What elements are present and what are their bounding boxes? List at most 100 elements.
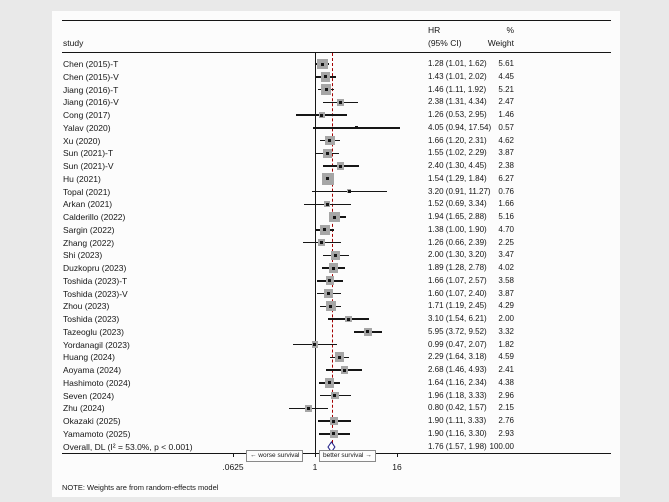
weight-value: 4.62 (498, 135, 514, 145)
axis-tick (315, 453, 316, 457)
point-estimate-icon (329, 304, 333, 308)
point-estimate-icon (326, 177, 330, 181)
point-estimate-icon (327, 292, 331, 295)
study-label: Jiang (2016)-T (63, 84, 119, 95)
study-label: Zhang (2022) (63, 237, 115, 248)
top-rule (62, 20, 611, 21)
point-estimate-icon (328, 279, 332, 283)
weight-value: 2.00 (498, 314, 514, 323)
hr-ci-value: 2.40 (1.30, 4.45) (428, 161, 487, 170)
hr-ci-value: 4.05 (0.94, 17.54) (428, 122, 492, 132)
weight-value: 3.58 (498, 275, 514, 285)
weight-value: 2.96 (498, 390, 514, 400)
study-label: Sargin (2022) (63, 224, 115, 235)
point-estimate-icon (332, 419, 336, 423)
hr-ci-value: 1.96 (1.18, 3.33) (428, 390, 487, 400)
weight-value: 3.32 (498, 326, 514, 336)
study-label: Aoyama (2024) (63, 365, 122, 375)
study-label: Xu (2020) (63, 135, 101, 146)
study-label: Yamamoto (2025) (63, 428, 131, 439)
axis-tick-label: 16 (392, 462, 402, 472)
study-label: Sun (2021)-T (63, 148, 114, 159)
hr-ci-value: 1.71 (1.19, 2.45) (428, 301, 487, 311)
point-estimate-icon (333, 215, 337, 219)
weight-value: 0.57 (498, 122, 514, 132)
point-estimate-icon (320, 62, 324, 66)
weight-value: 6.27 (498, 173, 514, 183)
point-estimate-icon (320, 113, 324, 117)
hr-ci-value: 0.80 (0.42, 1.57) (428, 403, 487, 413)
point-estimate-icon (339, 100, 343, 104)
weight-value: 2.15 (498, 403, 514, 413)
weight-value: 4.02 (498, 263, 514, 272)
footnote: NOTE: Weights are from random-effects mo… (62, 483, 219, 492)
better-survival-label: better survival → (319, 450, 376, 462)
point-estimate-icon (325, 202, 329, 206)
column-header-ci: (95% CI) (428, 38, 462, 48)
null-reference-line (315, 53, 316, 453)
point-estimate-icon (346, 317, 350, 321)
point-estimate-icon (324, 75, 328, 79)
point-estimate-icon (328, 139, 332, 142)
weight-value: 4.45 (498, 71, 514, 81)
weight-value: 3.47 (498, 250, 514, 260)
hr-ci-value: 2.29 (1.64, 3.18) (428, 352, 487, 362)
study-label: Toshida (2023)-T (63, 275, 128, 286)
hr-ci-value: 1.66 (1.20, 2.31) (428, 135, 487, 145)
hr-ci-value: 1.26 (0.53, 2.95) (428, 110, 487, 119)
study-label: Jiang (2016)-V (63, 97, 119, 108)
point-estimate-icon (342, 368, 346, 372)
weight-value: 2.47 (498, 97, 514, 107)
point-estimate-icon (313, 343, 317, 346)
point-estimate-icon (326, 151, 330, 155)
study-label: Chen (2015)-V (63, 71, 119, 82)
weight-value: 2.76 (498, 416, 514, 425)
hr-ci-value: 1.90 (1.16, 3.30) (428, 428, 487, 438)
hr-ci-value: 1.64 (1.16, 2.34) (428, 377, 487, 387)
point-estimate-icon (339, 164, 343, 168)
weight-value: 4.59 (498, 352, 514, 362)
weight-value: 1.66 (498, 199, 514, 209)
hr-ci-value: 1.26 (0.66, 2.39) (428, 237, 487, 247)
hr-ci-value: 0.99 (0.47, 2.07) (428, 339, 487, 349)
overall-hr-ci-value: 1.76 (1.57, 1.98) (428, 441, 487, 451)
point-estimate-icon (334, 253, 337, 257)
point-estimate-icon (332, 266, 336, 270)
study-label: Toshida (2023) (63, 314, 120, 324)
hr-ci-value: 1.89 (1.28, 2.78) (428, 263, 487, 272)
study-label: Sun (2021)-V (63, 161, 114, 171)
point-estimate-icon (323, 228, 327, 232)
header-rule (62, 52, 611, 53)
study-label: Cong (2017) (63, 110, 111, 120)
column-header-hr: HR (428, 25, 441, 35)
weight-value: 3.87 (498, 288, 514, 298)
weight-value: 3.87 (498, 148, 514, 158)
column-header-weight: Weight (487, 38, 514, 48)
column-header-percent: % (506, 25, 514, 35)
study-label: Yordanagil (2023) (63, 339, 130, 350)
hr-ci-value: 1.94 (1.65, 2.88) (428, 212, 487, 221)
weight-value: 0.76 (498, 186, 514, 196)
overall-label: Overall, DL (I² = 53.0%, p < 0.001) (63, 441, 193, 452)
study-label: Huang (2024) (63, 352, 115, 363)
study-label: Arkan (2021) (63, 199, 113, 210)
weight-value: 5.16 (498, 212, 514, 221)
axis-tick (397, 453, 398, 457)
hr-ci-value: 1.54 (1.29, 1.84) (428, 173, 487, 183)
hr-ci-value: 1.28 (1.01, 1.62) (428, 59, 487, 68)
overall-weight-value: 100.00 (489, 441, 514, 451)
point-estimate-icon (328, 381, 332, 385)
study-label: Hu (2021) (63, 173, 101, 184)
hr-ci-value: 3.10 (1.54, 6.21) (428, 314, 487, 323)
study-label: Tazeoglu (2023) (63, 326, 124, 337)
weight-value: 1.82 (498, 339, 514, 349)
point-estimate-icon (332, 432, 336, 436)
study-label: Calderillo (2022) (63, 212, 126, 222)
hr-ci-value: 2.68 (1.46, 4.93) (428, 365, 487, 374)
hr-ci-value: 1.52 (0.69, 3.34) (428, 199, 487, 209)
weight-value: 2.41 (498, 365, 514, 374)
weight-value: 5.21 (498, 84, 514, 94)
weight-value: 4.38 (498, 377, 514, 387)
point-estimate-icon (324, 88, 328, 91)
